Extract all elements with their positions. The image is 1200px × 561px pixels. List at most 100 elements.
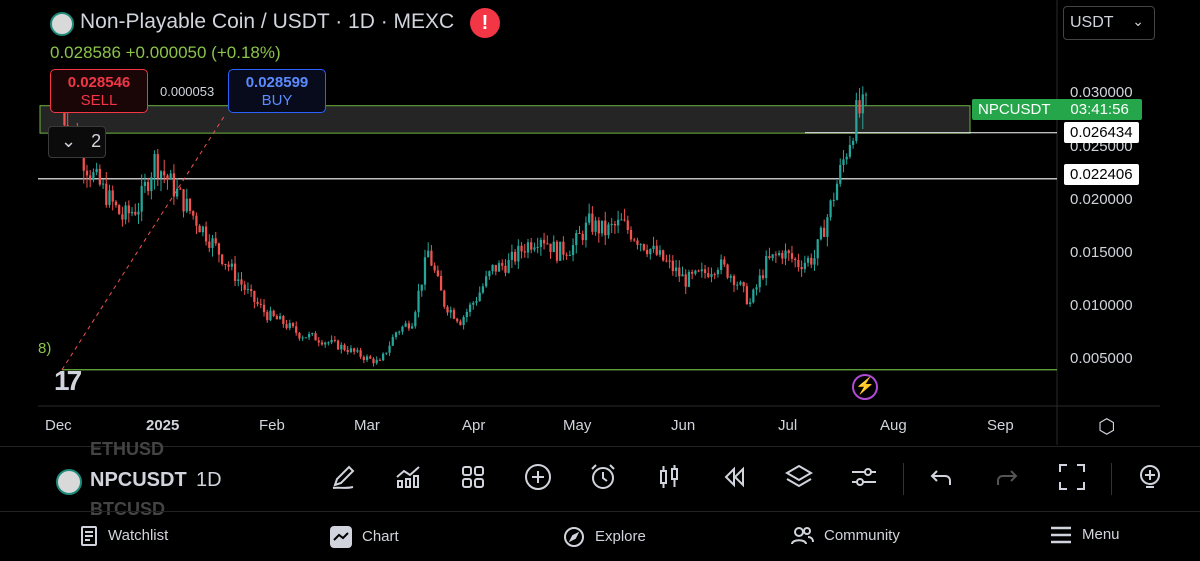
compass-icon [564,527,584,547]
candle-body [736,284,739,286]
alarm-clock-icon[interactable] [587,461,619,493]
lightning-icon[interactable]: ⚡ [852,374,878,400]
candle-body [243,284,246,290]
candle-body [533,247,536,250]
bottom-toolbar: ETHUSD NPCUSDT BTCUSD 1D [0,439,1200,519]
candle-body [175,188,179,197]
candle-body [703,269,707,274]
candle-body [768,256,771,259]
time-tick: Mar [354,417,380,434]
symbol-ghost-prev: ETHUSD [90,439,165,459]
candle-body [227,264,230,267]
candle-body [127,205,130,214]
chart-settings-icon[interactable]: ⬡ [1098,416,1116,438]
candle-body [549,243,552,253]
layers-icon[interactable] [783,461,815,493]
add-plus-icon[interactable] [522,461,554,493]
layouts-grid-icon[interactable] [457,461,489,493]
price-chart[interactable] [0,0,1200,445]
candle-body [443,290,446,307]
candle-body [118,205,121,215]
candle-body [288,323,291,329]
candle-body [755,287,758,290]
candle-body [394,332,398,338]
candle-body [147,181,150,192]
candle-body [861,94,864,114]
candle-body [111,190,114,202]
candle-body [82,149,85,171]
candle-body [385,352,388,354]
nav-community[interactable]: Community [790,526,900,546]
nav-watchlist[interactable]: Watchlist [80,526,168,546]
candle-body [278,316,282,320]
candle-body [311,333,314,335]
candle-body [204,226,208,242]
more-icon[interactable] [1134,461,1166,493]
indicators-chart-icon[interactable] [392,461,424,493]
candle-body [617,219,620,226]
candle-body [607,224,610,236]
candle-body [591,213,594,232]
candle-body [546,243,549,245]
fullscreen-icon[interactable] [1056,461,1088,493]
candle-body [845,156,848,160]
chevron-down-icon: ⌄ [61,131,77,151]
buy-button[interactable]: 0.028599 BUY [228,69,326,113]
candle-body [633,239,636,241]
line-price-tag: 0.026434 [1064,122,1139,143]
candle-body [571,245,575,256]
interval-selector[interactable]: 1D [196,469,222,491]
time-tick: Jun [671,417,696,434]
candle-body [575,233,578,246]
candle-body [671,260,674,272]
candle-body [658,250,662,255]
candle-body [794,258,797,260]
indicator-count: 2 [91,131,102,151]
candle-body [765,256,768,278]
replay-rewind-icon[interactable] [718,461,750,493]
candle-body [513,251,517,262]
candle-body [398,331,401,333]
sell-button[interactable]: 0.028546 SELL [50,69,148,113]
candle-body [330,339,333,343]
candle-body [198,225,201,233]
candle-body [456,318,459,322]
redo-icon[interactable] [991,461,1023,493]
candle-body [539,239,542,247]
candle-body [121,214,124,220]
candle-body [562,241,565,255]
candles-icon[interactable] [653,461,685,493]
candle-body [179,188,182,190]
candle-body [584,222,588,241]
settings-sliders-icon[interactable] [848,461,880,493]
undo-icon[interactable] [925,461,957,493]
candle-body [694,270,697,274]
candle-body [185,198,188,212]
nav-explore[interactable]: Explore [563,526,646,548]
nav-menu[interactable]: Menu [1050,526,1120,544]
time-tick: Dec [45,417,72,434]
candle-body [427,250,430,258]
candle-body [140,186,143,212]
candle-body [446,306,449,313]
candle-body [468,304,472,312]
candle-body [594,220,597,232]
candle-body [211,238,214,248]
chart-area[interactable]: Non-Playable Coin / USDT · 1D · MEXC ! 0… [0,0,1200,445]
chart-title[interactable]: Non-Playable Coin / USDT · 1D · MEXC [80,10,455,33]
candle-body [365,356,369,361]
candle-body [742,282,745,287]
candle-body [526,242,530,253]
indicators-collapse-button[interactable]: ⌄ 2 [48,126,106,158]
candle-body [597,220,600,234]
tradingview-logo[interactable]: 17 [54,365,82,396]
currency-select[interactable]: USDT ⌄ [1063,6,1155,40]
symbol-selector[interactable]: NPCUSDT [90,469,187,491]
candle-body [459,321,462,325]
candle-body [182,189,185,212]
candle-body [787,250,790,254]
nav-chart[interactable]: Chart [330,526,399,548]
draw-pencil-icon[interactable] [327,461,359,493]
alert-icon[interactable]: ! [470,8,500,38]
candle-body [626,220,629,231]
